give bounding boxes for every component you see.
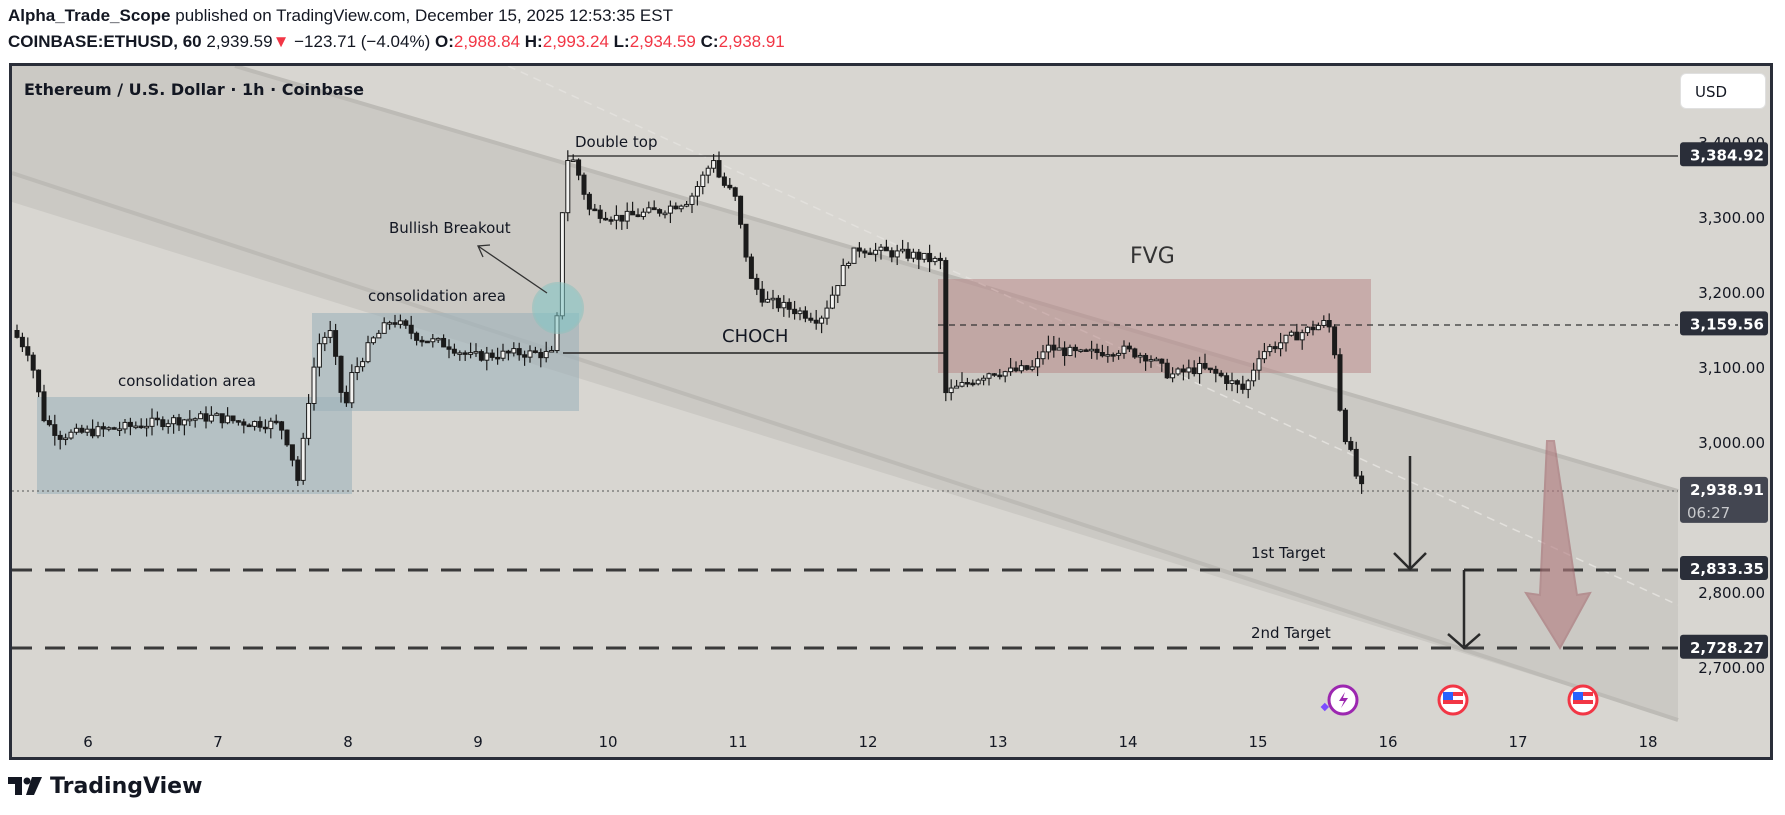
price-tag xyxy=(1680,311,1768,336)
high-label: H: xyxy=(524,32,543,51)
candlestick-series xyxy=(14,150,1365,494)
bar-countdown: 06:27 xyxy=(1687,504,1730,522)
price-tag xyxy=(1680,555,1768,580)
price-tag-value: 3,159.56 xyxy=(1690,315,1764,333)
time-tick: 17 xyxy=(1508,733,1527,751)
publication-info: Alpha_Trade_Scope published on TradingVi… xyxy=(8,6,673,26)
currency-button[interactable]: USD xyxy=(1680,73,1766,109)
price-tick: 2,700.00 xyxy=(1698,659,1765,677)
down-arrow-icon[interactable] xyxy=(1393,456,1427,571)
second-target-label: 2nd Target xyxy=(1251,624,1331,642)
price-tag xyxy=(1680,634,1768,659)
price-tick: 2,800.00 xyxy=(1698,584,1765,602)
brand-name: TradingView xyxy=(50,774,203,799)
first-target-label: 1st Target xyxy=(1251,544,1326,562)
channel-lower-line[interactable] xyxy=(12,171,1679,722)
price-tick: 3,300.00 xyxy=(1698,209,1765,227)
time-tick: 18 xyxy=(1638,733,1657,751)
price-tick: 3,000.00 xyxy=(1698,434,1765,452)
price-tag-value: 3,384.92 xyxy=(1690,146,1764,164)
price-tag-value: 2,833.35 xyxy=(1690,560,1764,578)
channel-upper-line[interactable] xyxy=(234,66,1679,493)
down-triangle-icon: ▼ xyxy=(272,32,290,51)
consolidation-box-2[interactable] xyxy=(312,313,579,411)
open-value: 2,988.84 xyxy=(453,32,521,51)
author-name[interactable]: Alpha_Trade_Scope xyxy=(8,6,171,25)
lightning-event-icon[interactable] xyxy=(1320,684,1359,716)
consolidation-label-2: consolidation area xyxy=(368,287,506,305)
breakout-circle[interactable] xyxy=(532,282,584,334)
chart-canvas[interactable]: consolidation area consolidation area Bu… xyxy=(12,66,1773,760)
double-top-label: Double top xyxy=(575,133,658,151)
tradingview-logo-icon xyxy=(8,776,42,795)
price-tag-value: 2,728.27 xyxy=(1690,639,1764,657)
time-tick: 7 xyxy=(213,733,223,751)
time-tick: 15 xyxy=(1248,733,1267,751)
bullish-breakout-label: Bullish Breakout xyxy=(389,219,511,237)
low-value: 2,934.59 xyxy=(629,32,696,51)
us-flag-event-icon[interactable] xyxy=(1567,684,1599,716)
choch-label: CHOCH xyxy=(722,326,788,347)
time-tick: 12 xyxy=(858,733,877,751)
last-price: 2,939.59 xyxy=(206,32,273,51)
open-label: O: xyxy=(434,32,454,51)
descending-channel[interactable] xyxy=(12,66,1678,720)
time-axis[interactable]: 6 7 8 9 10 11 12 13 14 15 16 17 18 xyxy=(83,733,1657,751)
time-tick: 6 xyxy=(83,733,93,751)
price-axis[interactable]: 3,400.003,300.003,200.003,100.003,000.00… xyxy=(1698,134,1765,677)
fvg-label: FVG xyxy=(1130,244,1175,269)
chart-frame[interactable]: consolidation area consolidation area Bu… xyxy=(9,63,1773,760)
low-label: L: xyxy=(613,32,630,51)
big-down-arrow-icon[interactable] xyxy=(1524,440,1592,650)
close-value: 2,938.91 xyxy=(718,32,785,51)
time-tick: 11 xyxy=(728,733,747,751)
bullish-breakout-arrow-icon[interactable] xyxy=(477,244,548,294)
time-tick: 14 xyxy=(1118,733,1137,751)
time-tick: 10 xyxy=(598,733,617,751)
price-tag xyxy=(1680,476,1768,523)
symbol-legend[interactable]: Ethereum / U.S. Dollar · 1h · Coinbase xyxy=(24,80,364,99)
us-flag-event-icon[interactable] xyxy=(1437,684,1469,716)
fvg-box[interactable] xyxy=(938,279,1371,373)
tradingview-logo[interactable]: TradingView xyxy=(8,774,202,799)
time-tick: 8 xyxy=(343,733,353,751)
price-tag-value: 2,938.91 xyxy=(1690,481,1764,499)
high-value: 2,993.24 xyxy=(542,32,609,51)
price-change: −123.71 (−4.04%) xyxy=(294,32,431,51)
price-tags: 3,384.92 3,159.56 2,938.91 06:27 2,833.35 2,7… xyxy=(1680,142,1768,659)
time-tick: 13 xyxy=(988,733,1007,751)
price-tag xyxy=(1680,142,1768,167)
price-tick: 3,100.00 xyxy=(1698,359,1765,377)
published-text: published on TradingView.com, December 1… xyxy=(170,6,673,25)
symbol: COINBASE:ETHUSD, 60 xyxy=(8,32,202,51)
down-arrow-icon[interactable] xyxy=(1447,568,1481,650)
time-tick: 9 xyxy=(473,733,483,751)
close-label: C: xyxy=(700,32,719,51)
consolidation-label-1: consolidation area xyxy=(118,372,256,390)
price-tick: 3,200.00 xyxy=(1698,284,1765,302)
symbol-info: COINBASE:ETHUSD, 60 2,939.59▼ −123.71 (−… xyxy=(8,32,785,52)
time-tick: 16 xyxy=(1378,733,1397,751)
